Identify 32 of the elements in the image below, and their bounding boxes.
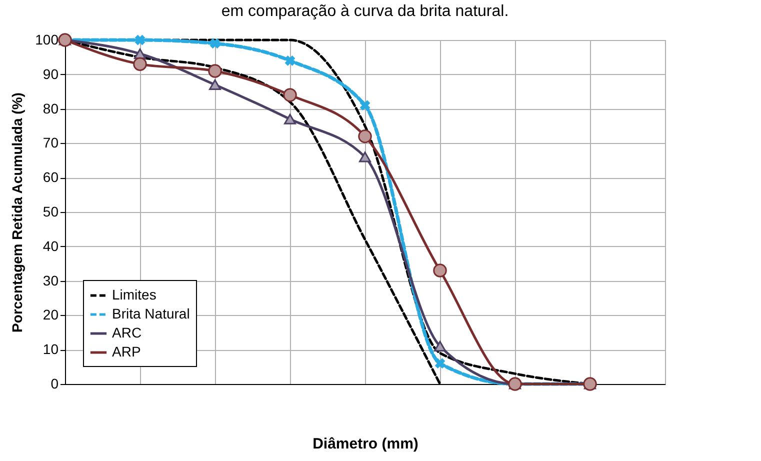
point [434,340,446,352]
y-axis-title: Porcentagem Retida Acumulada (%) [9,92,26,332]
y-tick-label: 50 [42,204,59,220]
y-tick-label: 20 [42,306,59,323]
point [284,114,296,124]
point [360,100,370,111]
chart-title: em comparação à curva da brita natural. [221,2,509,20]
point [433,264,447,278]
point [133,57,147,71]
point [134,34,146,46]
y-tick-label: 60 [42,169,59,186]
legend-label: ARP [112,344,141,360]
point [209,79,221,90]
y-tick-label: 100 [35,32,59,48]
y-tick-label: 40 [42,238,59,254]
point [208,64,222,78]
point [358,129,372,144]
y-tick-label: 0 [50,376,59,392]
point [434,358,446,369]
y-tick-label: 90 [42,66,59,82]
point [359,152,371,162]
point [210,38,220,49]
x-axis-title: Diâmetro (mm) [312,436,418,452]
legend-label: Brita Natural [112,306,190,322]
legend-label: ARC [112,324,142,340]
y-tick-label: 80 [42,100,59,116]
point [284,55,296,66]
y-tick-label: 30 [42,272,59,288]
y-tick-label: 70 [42,134,59,151]
y-tick-label: 10 [42,341,59,358]
legend-label: Limites [112,286,156,302]
point [283,88,297,102]
